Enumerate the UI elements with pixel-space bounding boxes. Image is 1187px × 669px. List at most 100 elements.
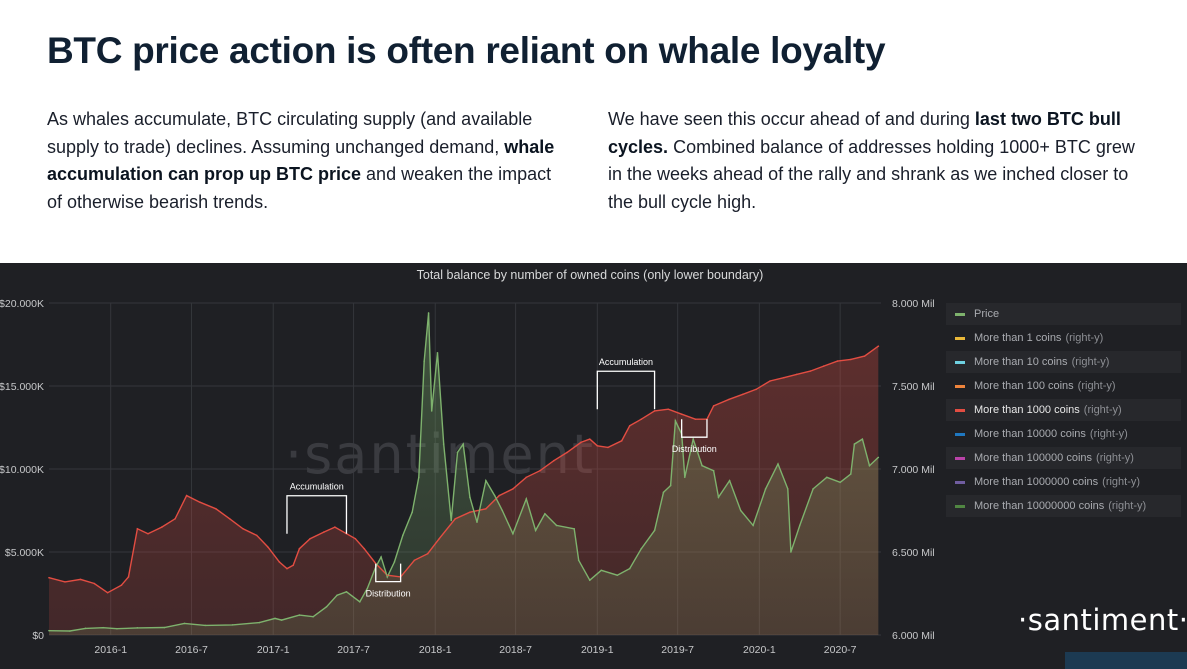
- x-tick-label-2: 2017-1: [257, 644, 290, 656]
- whale-point-59: [769, 380, 771, 382]
- page-headline: BTC price action is often reliant on wha…: [47, 30, 886, 71]
- whale-point-2: [79, 578, 82, 581]
- legend-swatch: [955, 384, 965, 388]
- legend-swatch: [955, 432, 965, 436]
- whale-point-19: [286, 567, 288, 570]
- price-point-62: [728, 479, 731, 482]
- legend-item-5[interactable]: More than 10000 coins (right-y): [946, 423, 1181, 445]
- x-tick-label-3: 2017-7: [337, 644, 370, 656]
- whale-point-53: [694, 418, 697, 420]
- whale-point-42: [566, 451, 568, 454]
- y-right-tick-label-0: 6.000 Mil: [892, 630, 935, 642]
- whale-point-21: [298, 547, 301, 550]
- price-point-2: [84, 627, 87, 630]
- whale-point-24: [334, 526, 336, 528]
- legend-label: More than 10 coins: [974, 356, 1068, 368]
- annotation-label-3: Distribution: [672, 444, 717, 454]
- price-point-43: [544, 513, 546, 515]
- whale-point-9: [160, 526, 163, 528]
- x-tick-label-7: 2019-7: [661, 644, 694, 656]
- legend-item-1[interactable]: More than 1 coins (right-y): [946, 327, 1181, 349]
- right-paragraph-run-1: last two BTC bull cycles.: [608, 109, 1121, 157]
- whale-point-67: [877, 345, 880, 347]
- left-paragraph-run-1: whale accumulation can prop up BTC price: [47, 136, 555, 185]
- price-point-14: [312, 615, 314, 618]
- price-point-16: [336, 594, 338, 596]
- whale-point-51: [667, 408, 670, 411]
- price-point-44: [555, 524, 558, 527]
- legend-suffix: (right-y): [1089, 428, 1128, 440]
- whale-point-46: [607, 446, 609, 449]
- whale-point-52: [680, 413, 683, 416]
- legend-item-8[interactable]: More than 10000000 coins (right-y): [946, 495, 1181, 517]
- price-point-72: [839, 481, 841, 484]
- whale-point-35: [469, 511, 471, 513]
- legend-label: More than 100 coins: [974, 380, 1074, 392]
- y-right-tick-label-3: 7.500 Mil: [892, 381, 935, 393]
- x-tick-label-8: 2020-1: [743, 644, 776, 656]
- chart-title: Total balance by number of owned coins (…: [416, 268, 764, 282]
- price-point-18: [358, 601, 361, 603]
- whale-point-12: [199, 501, 201, 503]
- legend-item-3[interactable]: More than 100 coins (right-y): [946, 375, 1181, 397]
- x-tick-label-6: 2019-1: [581, 644, 614, 656]
- whale-point-3: [93, 582, 96, 585]
- price-point-3: [102, 626, 104, 629]
- annotation-bracket-0: [286, 495, 348, 534]
- price-point-42: [534, 529, 537, 532]
- legend-item-0[interactable]: Price: [946, 303, 1181, 325]
- price-point-13: [298, 614, 301, 616]
- whale-point-58: [755, 388, 758, 391]
- price-point-25: [411, 511, 413, 513]
- whale-point-64: [836, 360, 839, 362]
- legend-item-2[interactable]: More than 10 coins (right-y): [946, 351, 1181, 373]
- x-tick-label-4: 2018-1: [419, 644, 452, 656]
- price-point-32: [450, 519, 453, 522]
- y-right-tick-label-1: 6.500 Mil: [892, 547, 935, 559]
- price-point-66: [777, 463, 779, 465]
- legend-swatch: [955, 360, 965, 364]
- price-area: [49, 313, 879, 635]
- y-right-tick-label-4: 8.000 Mil: [892, 298, 935, 310]
- legend-item-6[interactable]: More than 100000 coins (right-y): [946, 447, 1181, 469]
- price-point-76: [868, 464, 871, 467]
- annotation-label-1: Distribution: [366, 589, 411, 599]
- legend-swatch: [955, 480, 965, 484]
- legend-item-4[interactable]: More than 1000 coins (right-y): [946, 399, 1181, 421]
- whale-point-15: [242, 527, 244, 530]
- price-point-7: [183, 622, 186, 625]
- whale-point-61: [795, 373, 798, 376]
- legend-item-7[interactable]: More than 1000000 coins (right-y): [946, 471, 1181, 493]
- price-point-59: [701, 464, 703, 467]
- santiment-logo: ·santiment·: [1018, 603, 1187, 637]
- price-point-40: [512, 532, 514, 535]
- price-point-28: [427, 312, 430, 314]
- whale-point-66: [863, 355, 866, 357]
- legend-swatch: [955, 312, 965, 316]
- price-point-23: [393, 561, 396, 563]
- whale-point-43: [580, 441, 582, 444]
- whale-point-57: [742, 393, 744, 396]
- legend-suffix: (right-y): [1096, 452, 1134, 464]
- whale-point-56: [728, 398, 730, 401]
- legend-suffix: (right-y): [1108, 500, 1147, 512]
- whale-point-40: [539, 469, 541, 472]
- legend-swatch: [955, 504, 965, 508]
- annotation-label-2: Accumulation: [599, 357, 653, 367]
- legend-suffix: (right-y): [1071, 356, 1110, 368]
- whale-point-31: [413, 559, 416, 562]
- x-tick-label-1: 2016-7: [175, 644, 208, 656]
- price-point-54: [669, 484, 672, 487]
- price-point-35: [469, 496, 471, 499]
- price-point-51: [640, 547, 643, 550]
- whale-point-11: [185, 494, 188, 497]
- whale-balance-chart: ·santimentAccumulationDistributionAccumu…: [0, 298, 935, 656]
- price-point-8: [204, 624, 207, 627]
- price-point-47: [588, 579, 591, 582]
- whale-point-63: [822, 365, 825, 367]
- price-point-38: [493, 494, 496, 497]
- price-point-27: [423, 360, 425, 362]
- price-point-70: [812, 488, 814, 490]
- annotation-bracket-3: [681, 419, 708, 438]
- price-point-74: [853, 443, 856, 445]
